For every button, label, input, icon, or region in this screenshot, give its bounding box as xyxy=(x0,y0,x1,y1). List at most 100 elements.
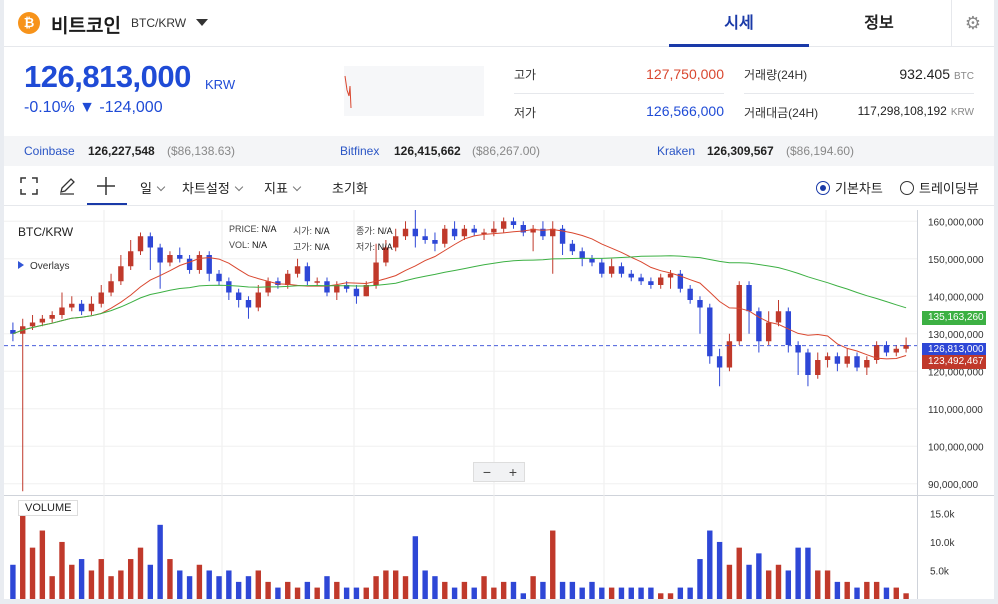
volume-bar xyxy=(667,593,674,599)
overlays-toggle[interactable]: Overlays xyxy=(18,261,69,272)
low-label: 저가 xyxy=(514,106,537,120)
candle-body xyxy=(442,228,448,244)
volume-bar xyxy=(697,559,703,599)
candle-body xyxy=(618,266,625,274)
crosshair-icon[interactable] xyxy=(96,176,116,199)
volume-bar xyxy=(39,530,46,599)
view-basic-radio[interactable]: 기본차트 xyxy=(816,178,883,197)
volume-bar xyxy=(500,581,507,599)
volume-bar xyxy=(481,576,487,599)
y-tick-label: 110,000,000 xyxy=(928,405,983,416)
divider xyxy=(514,93,724,94)
top-header: ₿ 비트코인 BTC/KRW 시세 정보 ⚙ xyxy=(4,0,994,47)
volume-bar xyxy=(893,587,899,599)
candle-body xyxy=(873,345,880,360)
chart-settings-menu[interactable]: 차트설정 xyxy=(182,178,244,197)
volume-bar xyxy=(746,564,752,599)
volume-bar xyxy=(442,581,448,599)
volume-bar xyxy=(550,530,556,599)
ohlc-label: 저가: xyxy=(356,242,376,252)
exchange-price: 126,309,567 xyxy=(707,144,774,158)
exchange-name[interactable]: Bitfinex xyxy=(340,144,380,158)
volume-label: 거래량(24H) xyxy=(744,68,808,82)
chevron-down-icon[interactable] xyxy=(196,19,208,26)
tab-market[interactable]: 시세 xyxy=(669,0,809,47)
y-tick-label: 160,000,000 xyxy=(928,217,984,228)
volume-bar xyxy=(196,564,203,599)
volume-bar xyxy=(157,524,163,599)
candle-body xyxy=(216,273,222,282)
volume-bar xyxy=(59,541,65,599)
ohlc-value: N/A xyxy=(261,224,277,234)
ohlc-close: 종가: N/A xyxy=(356,224,393,237)
candle-body xyxy=(667,273,674,278)
candle-body xyxy=(39,318,46,323)
candle-body xyxy=(196,255,203,270)
chevron-down-icon xyxy=(156,182,166,192)
volume-bar xyxy=(520,593,526,599)
view-tradingview-label: 트레이딩뷰 xyxy=(919,181,979,196)
tab-info[interactable]: 정보 xyxy=(864,15,894,32)
volume-bar xyxy=(324,576,330,599)
coin-pair[interactable]: BTC/KRW xyxy=(131,16,187,30)
volume-bar xyxy=(294,587,301,599)
zoom-out-button[interactable]: − xyxy=(482,464,492,480)
volume-pane-label: VOLUME xyxy=(18,500,79,516)
volume-bar xyxy=(88,570,95,599)
volume-bar xyxy=(765,570,772,599)
candlestick-chart[interactable]: 160,000,000 150,000,000 140,000,000 130,000… xyxy=(4,210,994,599)
view-tradingview-radio[interactable]: 트레이딩뷰 xyxy=(900,178,979,197)
candle-body xyxy=(98,292,104,304)
amount-value: 117,298,108,192 xyxy=(857,104,947,118)
volume-bar xyxy=(461,581,468,599)
volume-bar xyxy=(20,513,26,599)
candle-body xyxy=(707,307,713,357)
pencil-icon[interactable] xyxy=(58,177,76,198)
candle-body xyxy=(383,247,389,263)
volume-bar xyxy=(864,581,870,599)
volume-bar xyxy=(314,587,320,599)
exchange-usd: ($86,267.00) xyxy=(472,144,541,158)
reset-button[interactable]: 초기화 xyxy=(332,181,368,196)
zoom-in-button[interactable]: + xyxy=(508,464,518,480)
volume-tick-label: 10.0k xyxy=(930,538,955,549)
volume-bar xyxy=(638,587,644,599)
volume-bar xyxy=(147,564,154,599)
candle-body xyxy=(29,322,36,327)
coin-name[interactable]: 비트코인 xyxy=(51,16,121,37)
exchange-usd: ($86,138.63) xyxy=(167,144,236,158)
candle-body xyxy=(177,255,183,259)
period-select[interactable]: 일 xyxy=(140,178,166,197)
volume-bar xyxy=(29,547,36,599)
indicators-menu[interactable]: 지표 xyxy=(264,178,302,197)
gear-icon[interactable]: ⚙ xyxy=(951,0,994,47)
volume-bar xyxy=(373,576,379,599)
price-change: -0.10% ▼ -124,000 xyxy=(24,99,163,116)
candle-body xyxy=(167,255,173,263)
volume-bar xyxy=(69,564,75,599)
candle-body xyxy=(824,356,831,360)
candle-body xyxy=(628,273,634,278)
active-tool-indicator xyxy=(87,203,127,205)
volume-bar xyxy=(569,581,576,599)
ohlc-label: 종가: xyxy=(356,226,376,236)
volume-bar xyxy=(186,576,193,599)
candle-body xyxy=(275,281,281,285)
chart-title: BTC/KRW xyxy=(18,225,74,239)
candle-body xyxy=(245,300,252,308)
candle-body xyxy=(353,288,360,297)
candle-body xyxy=(324,281,330,293)
y-tick-label: 140,000,000 xyxy=(928,292,984,303)
volume-bar xyxy=(785,570,792,599)
expand-icon[interactable] xyxy=(20,177,38,198)
candle-body xyxy=(10,330,16,334)
exchange-name[interactable]: Coinbase xyxy=(24,144,75,158)
price-chart-area[interactable]: 160,000,000 150,000,000 140,000,000 130,000… xyxy=(4,210,994,599)
ohlc-price: PRICE: N/A xyxy=(229,224,277,234)
volume-bar xyxy=(834,581,841,599)
exchange-name[interactable]: Kraken xyxy=(657,144,696,158)
ohlc-high: 고가: N/A xyxy=(293,240,330,253)
candle-body xyxy=(491,228,497,233)
volume-bar xyxy=(304,581,311,599)
candle-body xyxy=(520,225,526,233)
